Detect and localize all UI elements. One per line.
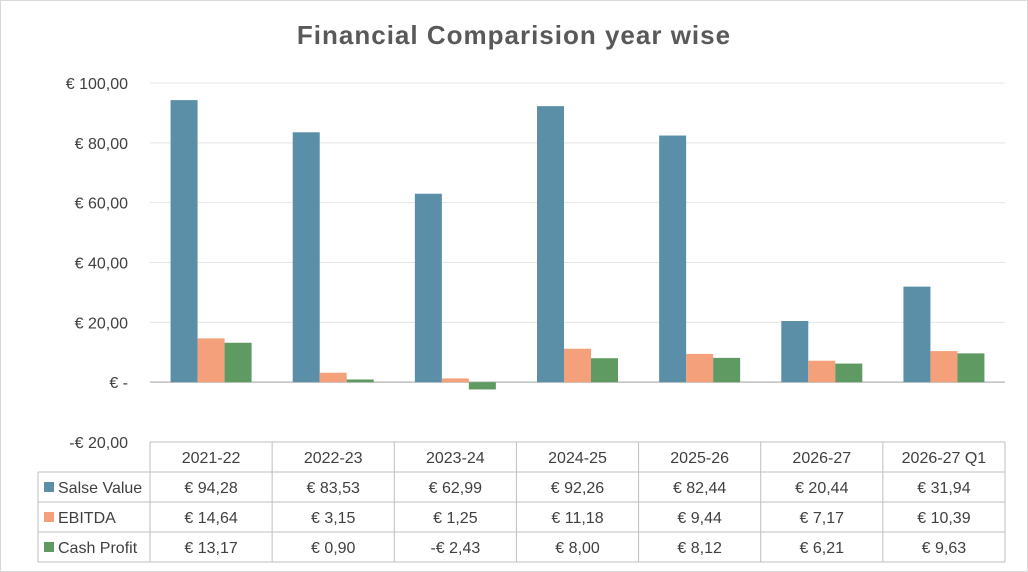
category-label: 2024-25 <box>548 450 607 467</box>
data-label: € 11,18 <box>551 510 603 527</box>
bar <box>591 358 618 383</box>
y-tick-label: € 100,00 <box>66 76 128 93</box>
data-label: € 9,44 <box>677 510 722 527</box>
legend-swatch <box>44 542 54 552</box>
data-label: -€ 2,43 <box>430 540 480 557</box>
data-label: € 10,39 <box>917 510 970 527</box>
bar <box>903 286 931 383</box>
bars <box>170 100 985 390</box>
category-label: 2023-24 <box>426 450 485 467</box>
grid-lines <box>150 82 1005 383</box>
category-label: 2025-26 <box>670 450 729 467</box>
bar <box>414 193 442 383</box>
data-label: € 83,53 <box>307 480 360 497</box>
data-label: € 7,17 <box>800 510 845 527</box>
bar <box>197 338 225 383</box>
category-label: 2022-23 <box>304 450 363 467</box>
y-axis: € 100,00 € 80,00 € 60,00 € 40,00 € 20,00 € - -… <box>66 76 128 452</box>
y-tick-label: € 60,00 <box>75 196 128 213</box>
bar <box>659 135 687 383</box>
legend-label: EBITDA <box>58 510 116 527</box>
data-label: € 3,15 <box>311 510 356 527</box>
data-label: € 8,00 <box>555 540 600 557</box>
bar <box>686 353 714 383</box>
category-label: 2026-27 Q1 <box>902 450 987 467</box>
data-label: € 8,12 <box>677 540 722 557</box>
bar <box>713 357 741 383</box>
bar <box>468 382 496 390</box>
y-tick-label: -€ 20,00 <box>69 435 128 452</box>
legend-swatch <box>44 482 54 492</box>
bar <box>292 132 320 383</box>
data-label: € 9,63 <box>922 540 967 557</box>
data-label: € 13,17 <box>184 540 237 557</box>
category-label: 2021-22 <box>182 450 241 467</box>
data-label: € 1,25 <box>433 510 478 527</box>
bar <box>835 363 863 383</box>
data-table: 2021-22 2022-23 2023-24 2024-25 2025-26 2026-… <box>37 441 1006 563</box>
bar <box>346 379 374 383</box>
data-label: € 82,44 <box>673 480 726 497</box>
legend-label: Cash Profit <box>58 540 138 557</box>
bar <box>319 372 347 383</box>
bar <box>170 100 198 383</box>
bar <box>930 351 958 383</box>
bar <box>537 106 564 383</box>
data-label: € 62,99 <box>429 480 482 497</box>
bar <box>441 378 469 383</box>
bar <box>808 360 836 383</box>
category-label: 2026-27 <box>792 450 851 467</box>
data-label: € 6,21 <box>800 540 845 557</box>
y-tick-label: € 20,00 <box>75 315 128 332</box>
bar <box>957 353 985 383</box>
data-label: € 94,28 <box>184 480 237 497</box>
data-label: € 31,94 <box>917 480 970 497</box>
bar <box>224 342 252 383</box>
legend-label: Salse Value <box>58 480 142 497</box>
legend-swatch <box>44 512 54 522</box>
chart-title: Financial Comparision year wise <box>296 20 732 50</box>
data-label: € 14,64 <box>184 510 237 527</box>
data-label: € 0,90 <box>311 540 356 557</box>
data-label: € 92,26 <box>551 480 604 497</box>
bar <box>781 321 809 383</box>
y-tick-label: € 40,00 <box>75 256 128 273</box>
data-label: € 20,44 <box>795 480 848 497</box>
bar <box>564 348 591 383</box>
y-tick-label: € 80,00 <box>75 136 128 153</box>
y-tick-label: € - <box>109 375 128 392</box>
